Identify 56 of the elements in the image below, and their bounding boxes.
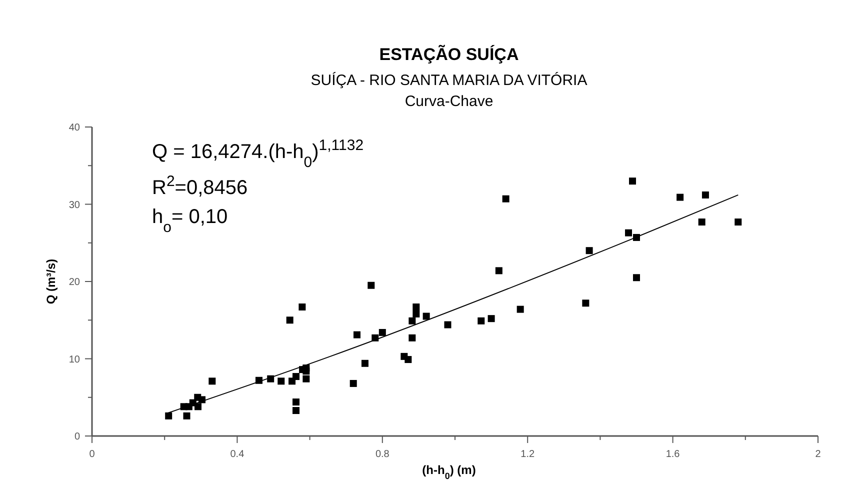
point xyxy=(412,310,420,318)
point xyxy=(404,356,412,364)
point xyxy=(586,247,593,254)
x-tick-label: 0 xyxy=(89,449,96,460)
point xyxy=(350,380,357,387)
point xyxy=(582,300,590,307)
point xyxy=(302,368,310,375)
annotation: Q = 16,4274.(h-h$_{0}$)$^{1,1132}$ xyxy=(152,136,364,170)
point xyxy=(625,229,632,236)
y-axis-title: Q (m³/s) xyxy=(44,258,58,304)
point xyxy=(698,218,706,226)
point xyxy=(292,373,300,380)
point xyxy=(495,267,502,274)
point xyxy=(502,195,510,202)
annotation: h$_{o}$= 0,10 xyxy=(152,206,228,236)
point xyxy=(478,317,485,324)
x-tick-label: 0.8 xyxy=(375,449,390,460)
point xyxy=(292,398,300,406)
point xyxy=(629,178,636,185)
point xyxy=(412,303,420,310)
y-tick-label: 0 xyxy=(74,432,80,442)
chart-subtitle: SUÍÇA - RIO SANTA MARIA DA VITÓRIA Curva-Chave xyxy=(310,71,588,110)
point xyxy=(353,331,360,338)
point xyxy=(488,315,495,322)
x-tick-label: 1.2 xyxy=(520,449,535,460)
annotation: R$^{2}$=0,8456 xyxy=(152,172,248,199)
y-tick-label: 40 xyxy=(68,122,80,134)
point xyxy=(194,403,202,410)
point xyxy=(361,360,368,367)
point xyxy=(298,303,306,310)
point xyxy=(302,375,310,382)
point xyxy=(278,378,285,385)
x-tick-label: 1.6 xyxy=(666,449,680,460)
point xyxy=(286,316,294,324)
point xyxy=(292,407,300,414)
point xyxy=(408,334,416,342)
y-tick-label: 10 xyxy=(68,354,80,366)
chart-title: ESTAÇÃO SUÍÇA xyxy=(379,44,519,64)
point xyxy=(208,378,216,385)
y-tick-label: 20 xyxy=(68,277,80,288)
point xyxy=(633,274,640,282)
x-tick-label: 2 xyxy=(815,449,822,460)
point xyxy=(702,191,709,198)
x-axis-title: (h-h$_{0}$) (m) xyxy=(422,463,476,481)
point xyxy=(444,321,452,328)
point xyxy=(676,194,684,201)
point xyxy=(165,412,172,420)
point xyxy=(516,306,524,313)
x-tick-label: 0.4 xyxy=(230,449,245,460)
point xyxy=(183,412,190,420)
point xyxy=(734,218,742,226)
point xyxy=(422,312,430,320)
y-tick-label: 30 xyxy=(68,200,80,211)
point xyxy=(408,317,416,324)
point xyxy=(368,282,375,289)
point xyxy=(378,328,386,336)
